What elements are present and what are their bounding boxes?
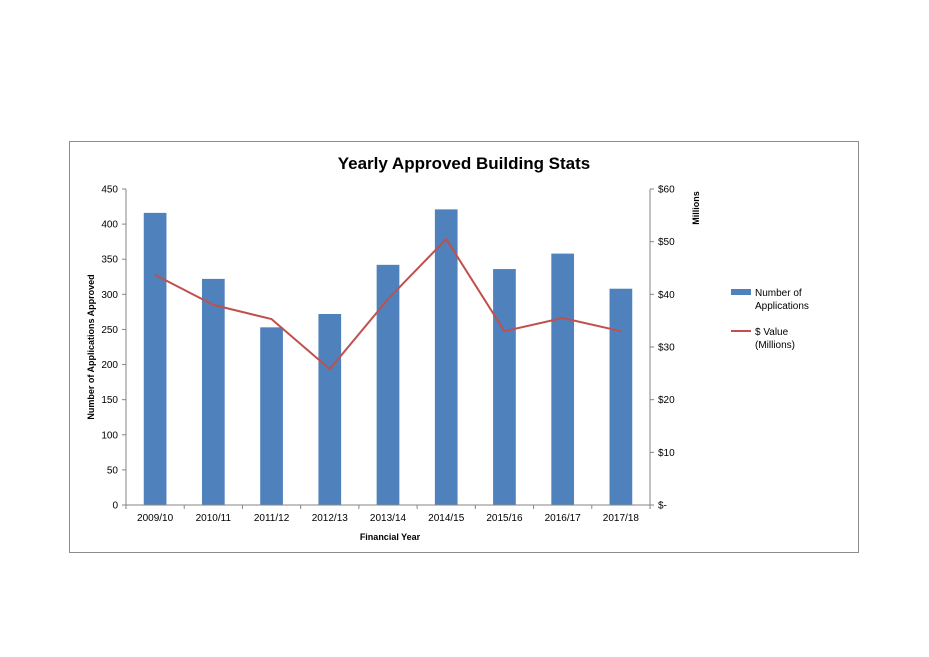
chart-canvas: Yearly Approved Building Stats 0 50 100 150… xyxy=(86,154,809,542)
bar-2012-13 xyxy=(318,313,342,505)
bar-2015-16 xyxy=(493,269,516,505)
bar-2014-15 xyxy=(434,209,458,505)
y-tick-label: 400 xyxy=(101,220,118,231)
bar-2016-17 xyxy=(551,253,575,505)
bar-2013-14 xyxy=(376,264,400,505)
y-tick-label: 0 xyxy=(112,501,118,512)
plot-area: 0 50 100 150 200 250 300 350 400 450 $- $10 $20 $30 $4… xyxy=(101,185,675,525)
x-tick-label: 2014/15 xyxy=(428,513,465,524)
y-tick-label: 150 xyxy=(101,395,118,406)
y-tick-label: 50 xyxy=(107,465,119,476)
x-tick-label: 2009/10 xyxy=(137,513,174,524)
x-tick-label: 2012/13 xyxy=(312,513,349,524)
legend-label-value: (Millions) xyxy=(755,340,795,351)
chart-frame: Yearly Approved Building Stats 0 50 100 150… xyxy=(69,141,859,553)
x-tick-label: 2015/16 xyxy=(486,513,523,524)
x-tick-label: 2017/18 xyxy=(603,513,640,524)
y2-tick-label: $60 xyxy=(658,185,675,196)
y2-tick-label: $30 xyxy=(658,343,675,354)
y-axis-title: Number of Applications Approved xyxy=(86,274,96,419)
y2-tick-label: $40 xyxy=(658,290,675,301)
y2-tick-label: $10 xyxy=(658,448,675,459)
legend-label-applications: Applications xyxy=(755,301,809,312)
x-axis-title: Financial Year xyxy=(360,532,421,542)
x-tick-label: 2010/11 xyxy=(196,513,232,524)
y2-tick-label: $- xyxy=(658,501,667,512)
bar-2009-10 xyxy=(143,212,167,505)
chart-title: Yearly Approved Building Stats xyxy=(338,154,591,173)
x-tick-label: 2013/14 xyxy=(370,513,407,524)
x-tick-label: 2011/12 xyxy=(254,513,290,524)
y-tick-label: 300 xyxy=(101,290,118,301)
y2-tick-label: $20 xyxy=(658,395,675,406)
legend: Number of Applications $ Value (Millions) xyxy=(731,288,809,351)
y2-tick-label: $50 xyxy=(658,237,675,248)
y-tick-label: 450 xyxy=(101,185,118,196)
bar-2010-11 xyxy=(201,278,225,505)
bar-2011-12 xyxy=(260,327,283,505)
bar-2017-18 xyxy=(609,288,633,505)
y-tick-label: 350 xyxy=(101,255,118,266)
y2-axis-title: Millions xyxy=(691,191,701,225)
legend-label-value: $ Value xyxy=(755,327,789,338)
legend-swatch-applications xyxy=(731,289,751,295)
y-tick-label: 200 xyxy=(101,360,118,371)
y-tick-label: 100 xyxy=(101,430,118,441)
x-tick-label: 2016/17 xyxy=(545,513,582,524)
y-tick-label: 250 xyxy=(101,325,118,336)
legend-label-applications: Number of xyxy=(755,288,802,299)
